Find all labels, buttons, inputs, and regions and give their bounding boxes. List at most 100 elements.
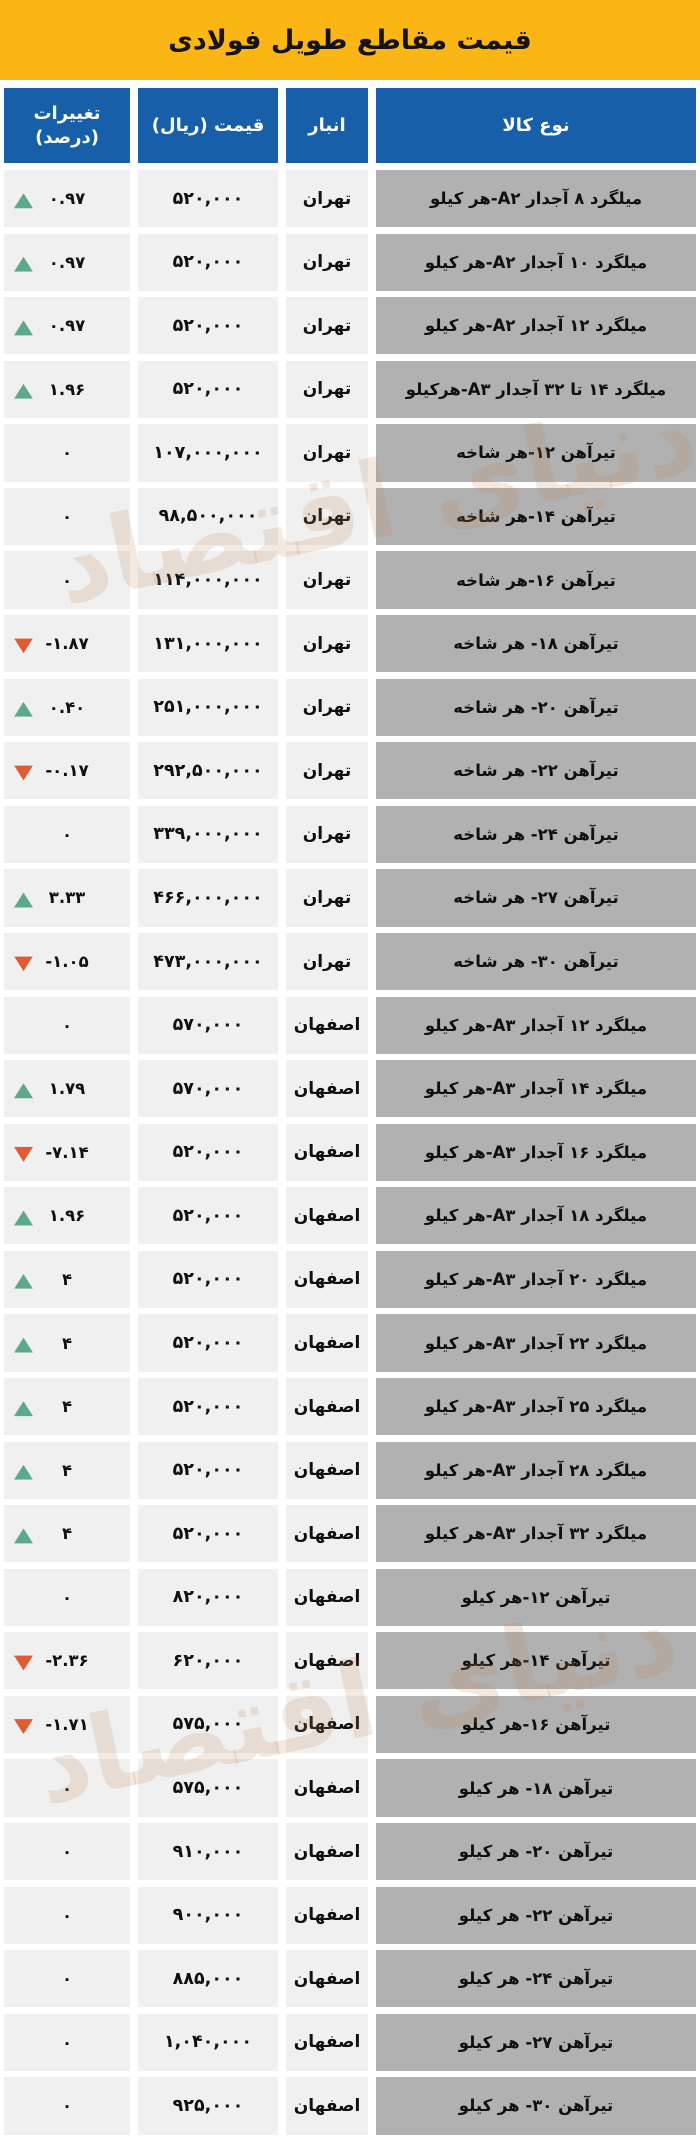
- price-cell: ۹۸,۵۰۰,۰۰۰: [138, 487, 278, 546]
- warehouse-cell: تهران: [286, 424, 368, 482]
- warehouse-label: اصفهان: [293, 1269, 361, 1290]
- up-triangle-icon: [14, 701, 33, 717]
- change-cell: ۰: [4, 424, 130, 482]
- product-cell: میلگرد ۱۲ آجدار A۳-هر کیلو: [376, 996, 696, 1054]
- warehouse-label: تهران: [302, 887, 352, 908]
- price-cell: ۵۲۰,۰۰۰: [138, 1505, 278, 1563]
- product-cell: میلگرد ۲۰ آجدار A۳-هر کیلو: [376, 1250, 696, 1309]
- product-label: میلگرد ۱۶ آجدار A۳-هر کیلو: [424, 1142, 648, 1162]
- warehouse-cell: اصفهان: [286, 1505, 368, 1563]
- product-label: تیرآهن ۱۶-هر شاخه: [456, 570, 616, 590]
- table-row: تیرآهن ۳۰- هر کیلو اصفهان ۹۲۵,۰۰۰ ۰: [4, 2077, 696, 2135]
- change-cell: ۰: [4, 551, 130, 609]
- product-label: میلگرد ۳۲ آجدار A۳-هر کیلو: [424, 1524, 648, 1544]
- table-row: تیرآهن ۱۴-هر شاخه تهران ۹۸,۵۰۰,۰۰۰ ۰: [4, 487, 696, 546]
- table-row: تیرآهن ۲۴- هر شاخه تهران ۳۳۹,۰۰۰,۰۰۰ ۰: [4, 805, 696, 863]
- product-cell: میلگرد ۲۸ آجدار A۳-هر کیلو: [376, 1441, 696, 1499]
- change-cell: ۰: [4, 1823, 130, 1881]
- price-cell: ۲۵۱,۰۰۰,۰۰۰: [138, 678, 278, 736]
- product-label: تیرآهن ۲۴- هر کیلو: [458, 1969, 614, 1989]
- price-cell: ۵۷۵,۰۰۰: [138, 1759, 278, 1817]
- down-triangle-icon: [14, 638, 33, 654]
- change-cell: -۰.۱۷: [4, 742, 130, 800]
- product-cell: تیرآهن ۱۶-هر کیلو: [376, 1695, 696, 1754]
- price-value: ۵۲۰,۰۰۰: [172, 1333, 244, 1353]
- product-label: میلگرد ۱۲ آجدار A۳-هر کیلو: [424, 1015, 648, 1035]
- price-cell: ۵۲۰,۰۰۰: [138, 1123, 278, 1181]
- change-cell: ۰: [4, 2077, 130, 2135]
- product-label: میلگرد ۱۲ آجدار A۲-هر کیلو: [424, 316, 648, 336]
- price-cell: ۵۲۰,۰۰۰: [138, 1250, 278, 1309]
- warehouse-cell: اصفهان: [286, 1759, 368, 1817]
- change-value: ۰: [61, 1905, 73, 1925]
- table-row: تیرآهن ۲۰- هر شاخه تهران ۲۵۱,۰۰۰,۰۰۰ ۰.۴…: [4, 678, 696, 736]
- price-cell: ۵۷۰,۰۰۰: [138, 996, 278, 1054]
- product-cell: تیرآهن ۲۴- هر شاخه: [376, 805, 696, 863]
- warehouse-cell: تهران: [286, 170, 368, 228]
- change-value: -۲.۳۶: [45, 1651, 89, 1671]
- product-cell: تیرآهن ۳۰- هر کیلو: [376, 2077, 696, 2135]
- warehouse-label: اصفهان: [293, 1905, 361, 1926]
- product-label: تیرآهن ۲۷- هر شاخه: [453, 888, 619, 908]
- price-value: ۱۱۴,۰۰۰,۰۰۰: [153, 570, 263, 591]
- up-triangle-icon: [14, 1401, 33, 1417]
- price-cell: ۴۷۳,۰۰۰,۰۰۰: [138, 932, 278, 991]
- change-value: ۰.۹۷: [48, 252, 86, 272]
- price-value: ۹۲۵,۰۰۰: [172, 2095, 244, 2116]
- product-cell: تیرآهن ۱۶-هر شاخه: [376, 551, 696, 609]
- change-cell: ۰.۹۷: [4, 297, 130, 355]
- table-row: میلگرد ۳۲ آجدار A۳-هر کیلو اصفهان ۵۲۰,۰۰…: [4, 1505, 696, 1563]
- price-cell: ۸۲۰,۰۰۰: [138, 1568, 278, 1626]
- price-value: ۴۷۳,۰۰۰,۰۰۰: [153, 951, 263, 972]
- price-cell: ۹۰۰,۰۰۰: [138, 1886, 278, 1944]
- down-triangle-icon: [14, 765, 33, 781]
- table-row: میلگرد ۱۲ آجدار A۳-هر کیلو اصفهان ۵۷۰,۰۰…: [4, 996, 696, 1054]
- change-cell: -۱.۸۷: [4, 615, 130, 673]
- price-cell: ۵۲۰,۰۰۰: [138, 297, 278, 355]
- change-cell: ۰: [4, 487, 130, 546]
- table-row: میلگرد ۱۲ آجدار A۲-هر کیلو تهران ۵۲۰,۰۰۰…: [4, 297, 696, 355]
- change-cell: ۰.۹۷: [4, 170, 130, 228]
- column-header-change-line1: تغییرات: [33, 103, 101, 125]
- warehouse-cell: اصفهان: [286, 1441, 368, 1499]
- warehouse-label: اصفهان: [293, 1333, 361, 1353]
- product-cell: میلگرد ۱۸ آجدار A۳-هر کیلو: [376, 1187, 696, 1245]
- product-cell: تیرآهن ۱۴-هر کیلو: [376, 1632, 696, 1690]
- price-cell: ۵۷۵,۰۰۰: [138, 1695, 278, 1754]
- down-triangle-icon: [14, 956, 33, 972]
- change-value: ۰: [61, 1842, 73, 1862]
- change-cell: ۰: [4, 805, 130, 863]
- warehouse-label: تهران: [302, 188, 352, 209]
- warehouse-label: تهران: [302, 760, 352, 781]
- table-row: تیرآهن ۲۴- هر کیلو اصفهان ۸۸۵,۰۰۰ ۰: [4, 1950, 696, 2008]
- change-value: ۰: [61, 2032, 73, 2052]
- product-label: تیرآهن ۲۰- هر شاخه: [453, 697, 619, 717]
- product-cell: میلگرد ۳۲ آجدار A۳-هر کیلو: [376, 1505, 696, 1563]
- product-label: میلگرد ۲۰ آجدار A۳-هر کیلو: [424, 1269, 648, 1289]
- warehouse-label: اصفهان: [293, 1460, 361, 1481]
- warehouse-cell: تهران: [286, 551, 368, 609]
- product-cell: میلگرد ۸ آجدار A۲-هر کیلو: [376, 170, 696, 228]
- warehouse-label: تهران: [302, 951, 352, 972]
- warehouse-label: اصفهان: [293, 2095, 361, 2116]
- table-row: تیرآهن ۱۲-هر شاخه تهران ۱۰۷,۰۰۰,۰۰۰ ۰: [4, 424, 696, 482]
- price-value: ۳۳۹,۰۰۰,۰۰۰: [153, 824, 263, 845]
- price-value: ۵۷۰,۰۰۰: [172, 1078, 244, 1099]
- price-value: ۵۲۰,۰۰۰: [172, 379, 244, 400]
- table-row: تیرآهن ۱۸- هر کیلو اصفهان ۵۷۵,۰۰۰ ۰: [4, 1759, 696, 1817]
- change-cell: ۰: [4, 1886, 130, 1944]
- product-label: تیرآهن ۲۰- هر کیلو: [458, 1842, 614, 1862]
- warehouse-cell: تهران: [286, 233, 368, 291]
- product-label: تیرآهن ۱۸- هر شاخه: [453, 634, 619, 654]
- change-value: -۱.۰۵: [45, 952, 89, 972]
- warehouse-label: اصفهان: [293, 1205, 361, 1226]
- product-cell: تیرآهن ۱۸- هر شاخه: [376, 615, 696, 673]
- table-row: میلگرد ۲۲ آجدار A۳-هر کیلو اصفهان ۵۲۰,۰۰…: [4, 1314, 696, 1372]
- product-label: میلگرد ۱۴ آجدار A۳-هر کیلو: [424, 1079, 648, 1099]
- warehouse-label: تهران: [302, 252, 352, 273]
- price-value: ۲۹۲,۵۰۰,۰۰۰: [153, 760, 263, 781]
- price-cell: ۵۲۰,۰۰۰: [138, 1187, 278, 1245]
- price-value: ۸۸۵,۰۰۰: [172, 1968, 244, 1989]
- table-row: میلگرد ۲۸ آجدار A۳-هر کیلو اصفهان ۵۲۰,۰۰…: [4, 1441, 696, 1499]
- change-cell: ۰.۹۷: [4, 233, 130, 291]
